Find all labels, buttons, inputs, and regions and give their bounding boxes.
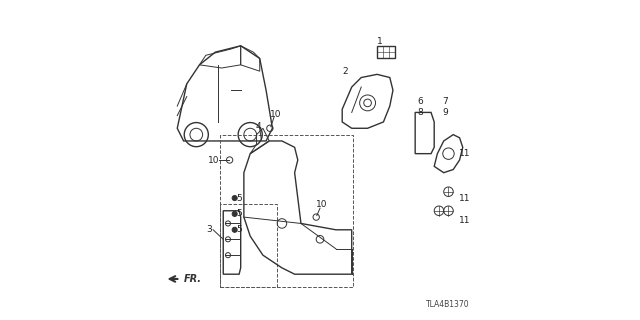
Text: 3: 3 <box>206 225 212 234</box>
Text: 7: 7 <box>442 97 448 106</box>
Bar <box>220 204 277 287</box>
Text: 11: 11 <box>459 216 470 225</box>
Text: 5: 5 <box>236 194 242 203</box>
Text: 5: 5 <box>236 225 242 234</box>
Text: 6: 6 <box>417 97 423 106</box>
Text: TLA4B1370: TLA4B1370 <box>426 300 469 309</box>
Text: 1: 1 <box>378 36 383 45</box>
Text: 10: 10 <box>270 109 282 118</box>
Circle shape <box>232 196 237 201</box>
Text: 11: 11 <box>459 149 470 158</box>
Text: 11: 11 <box>459 194 470 203</box>
Circle shape <box>232 227 237 232</box>
Text: 4: 4 <box>255 122 261 131</box>
Text: 2: 2 <box>342 67 348 76</box>
Bar <box>220 135 353 287</box>
Text: 10: 10 <box>208 156 220 164</box>
Text: 5: 5 <box>236 209 242 219</box>
Text: 8: 8 <box>417 108 423 117</box>
Text: 10: 10 <box>316 200 327 209</box>
Text: FR.: FR. <box>184 274 202 284</box>
Text: 9: 9 <box>442 108 448 117</box>
Circle shape <box>232 212 237 216</box>
Bar <box>377 46 394 59</box>
